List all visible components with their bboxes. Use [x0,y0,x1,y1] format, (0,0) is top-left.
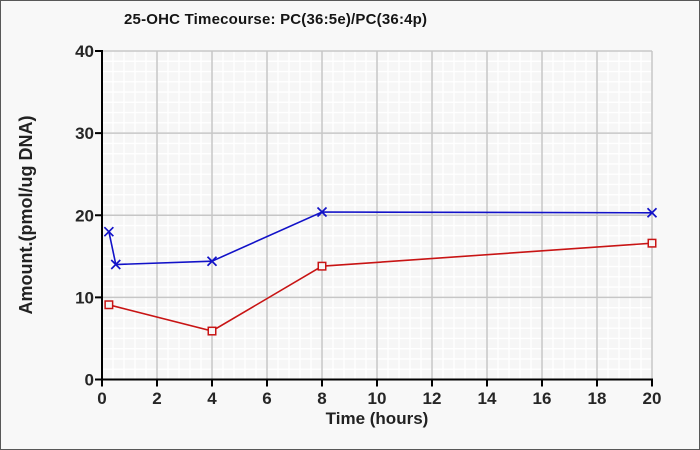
square-marker [647,238,657,248]
tick-labels: 0 2 4 6 8 10 12 14 16 18 20 0 10 20 30 40 [75,42,661,408]
x-marker [206,256,218,267]
axes [101,50,653,381]
square-marker [104,300,114,310]
y-tick-label: 40 [75,42,94,61]
chart-title: 25-OHC Timecourse: PC(36:5e)/PC(36:4p) [124,11,428,28]
square-marker [207,326,217,336]
x-tick-label: 6 [262,389,271,408]
x-marker [110,259,121,270]
x-tick-label: 16 [533,389,552,408]
y-tick-label: 10 [75,288,94,307]
x-tick-label: 8 [317,389,326,408]
x-tick-label: 18 [588,389,607,408]
x-tick-label: 10 [368,389,387,408]
tick-marks [95,50,653,387]
series-red-series [104,238,657,336]
x-tick-label: 2 [152,389,161,408]
x-tick-label: 0 [97,389,106,408]
series-blue-series [103,206,658,270]
y-axis-label: Amount.(pmol/ug DNA) [16,115,36,315]
x-marker [646,207,658,218]
y-tick-label: 0 [85,371,94,390]
y-tick-label: 30 [75,124,94,143]
x-axis-label: Time (hours) [325,409,429,428]
x-marker [316,206,328,218]
x-tick-label: 4 [207,389,217,408]
red-series-line [108,242,653,332]
x-tick-label: 20 [643,389,662,408]
x-tick-label: 12 [423,389,442,408]
y-tick-label: 20 [75,206,94,225]
square-marker [317,261,327,271]
x-marker [103,226,114,237]
x-tick-label: 14 [478,389,497,408]
